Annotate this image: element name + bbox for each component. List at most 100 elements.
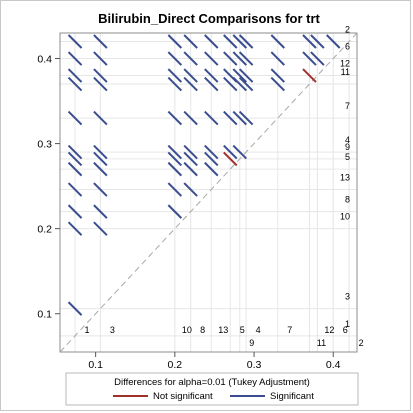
legend-label-significant: Significant [270, 391, 314, 402]
level-label-right: 8 [345, 195, 350, 205]
x-tick-label: 0.1 [88, 359, 103, 371]
comparison-segment-significant [183, 182, 198, 197]
comparison-segment-significant [183, 51, 198, 66]
x-tick-label: 0.3 [247, 359, 262, 371]
comparison-segment-significant [167, 182, 183, 197]
level-label-bottom: 4 [256, 325, 261, 335]
y-tick-label: 0.2 [37, 224, 52, 236]
level-label-bottom: 9 [249, 338, 254, 348]
legend-title: Differences for alpha=0.01 (Tukey Adjust… [114, 377, 310, 388]
level-label-bottom: 5 [240, 325, 245, 335]
comparison-segment-significant [93, 76, 108, 92]
comparison-segment-significant [204, 34, 219, 49]
comparison-segment-significant [183, 144, 198, 160]
comparison-segment-significant [93, 221, 108, 236]
comparison-segment-significant [67, 34, 83, 49]
y-tick-label: 0.1 [37, 309, 52, 321]
chart-title: Bilirubin_Direct Comparisons for trt [98, 11, 320, 26]
comparison-segment-significant [232, 68, 247, 83]
comparison-segment-significant [93, 68, 108, 83]
comparison-segment-significant [238, 68, 254, 83]
comparison-segment-significant [93, 151, 108, 167]
level-label-bottom: 12 [324, 325, 334, 335]
comparison-segment-significant [270, 68, 286, 83]
comparison-segment-significant [167, 34, 183, 49]
comparison-segment-not-significant [223, 151, 238, 167]
comparison-segment-significant [67, 76, 83, 92]
level-label-right: 1 [345, 319, 350, 329]
comparison-segment-significant [302, 34, 317, 49]
comparison-segment-significant [167, 151, 183, 167]
comparison-segment-significant [167, 76, 183, 92]
level-label-right: 6 [345, 42, 350, 52]
comparison-segment-significant [223, 110, 238, 126]
diagonal-reference-line [59, 32, 358, 353]
comparison-segment-significant [223, 76, 238, 92]
comparison-segment-significant [183, 110, 198, 126]
comparison-segment-significant [167, 51, 183, 66]
level-label-right: 9 [345, 142, 350, 152]
comparison-segment-significant [204, 51, 219, 66]
y-tick-label: 0.4 [37, 54, 52, 66]
comparison-segment-significant [167, 161, 183, 177]
comparison-segment-significant [183, 76, 198, 92]
gridlines [60, 33, 357, 352]
plot-area [59, 32, 358, 353]
comparison-segment-not-significant [302, 68, 317, 83]
comparison-segment-significant [232, 144, 247, 160]
comparison-segment-significant [204, 151, 219, 167]
comparison-segment-significant [326, 34, 341, 49]
comparison-segment-significant [93, 51, 108, 66]
comparison-segment-significant [67, 151, 83, 167]
comparison-segment-significant [223, 144, 238, 160]
comparison-segment-significant [93, 182, 108, 197]
level-label-bottom: 13 [218, 325, 228, 335]
x-tick-label: 0.2 [168, 359, 183, 371]
comparison-segment-significant [310, 34, 325, 49]
comparison-segment-significant [93, 144, 108, 160]
level-label-right: 3 [345, 292, 350, 302]
comparison-segment-significant [204, 68, 219, 83]
comparison-segment-significant [67, 221, 83, 236]
comparison-segment-significant [238, 110, 254, 126]
comparison-segment-significant [204, 144, 219, 160]
comparison-segment-significant [167, 68, 183, 83]
comparison-segment-significant [67, 161, 83, 177]
comparison-segment-significant [238, 76, 254, 92]
level-label-bottom: 8 [200, 325, 205, 335]
level-label-bottom: 1 [85, 325, 90, 335]
level-label-right: 13 [340, 173, 350, 183]
comparison-segment-significant [183, 151, 198, 167]
level-label-right: 4 [345, 135, 350, 145]
comparison-segment-significant [204, 76, 219, 92]
comparison-segment-significant [93, 110, 108, 126]
comparison-segment-significant [67, 110, 83, 126]
level-label-right: 2 [345, 25, 350, 35]
comparison-segment-significant [204, 110, 219, 126]
comparison-segment-significant [67, 51, 83, 66]
legend-box: Differences for alpha=0.01 (Tukey Adjust… [65, 372, 359, 406]
x-tick-label: 0.4 [326, 359, 341, 371]
level-label-bottom: 3 [110, 325, 115, 335]
comparison-segment-significant [232, 34, 247, 49]
level-label-bottom: 11 [317, 338, 326, 348]
comparison-segment-significant [183, 34, 198, 49]
comparison-segment-significant [93, 161, 108, 177]
comparison-segment-significant [167, 110, 183, 126]
comparison-segments [67, 34, 341, 316]
axes: 0.1 0.1 0.2 0.2 0.3 0.3 0.4 0.4 [37, 54, 340, 371]
level-label-right: 5 [345, 152, 350, 162]
comparison-segment-significant [232, 76, 247, 92]
comparison-segment-significant [238, 51, 254, 66]
comparison-segment-significant [270, 51, 286, 66]
comparison-segment-significant [302, 51, 317, 66]
level-label-right: 10 [340, 212, 350, 222]
level-label-right: 12 [340, 59, 350, 69]
comparison-segment-significant [183, 68, 198, 83]
comparison-segment-significant [270, 34, 286, 49]
level-label-right: 11 [341, 67, 350, 77]
comparison-segment-significant [238, 34, 254, 49]
